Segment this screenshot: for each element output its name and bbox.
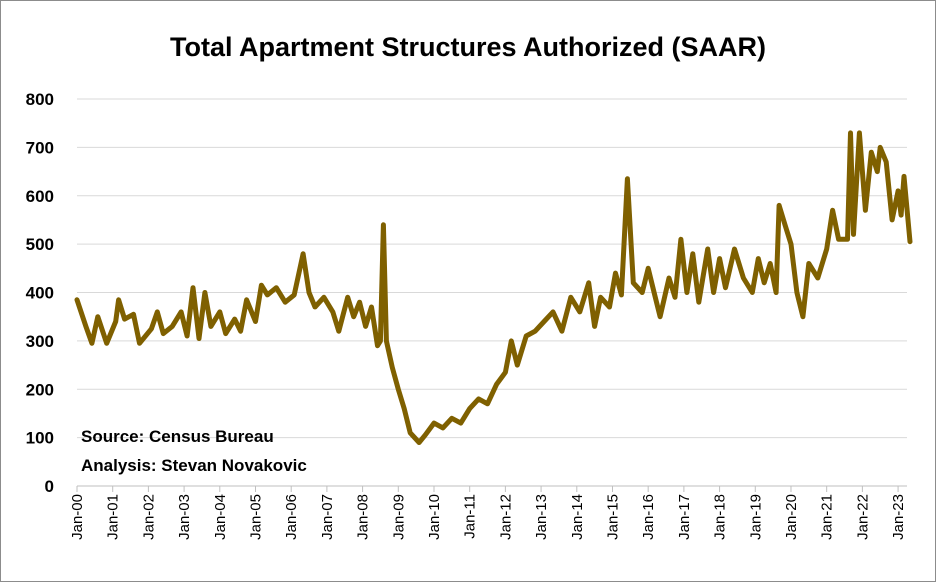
x-tick-label: Jan-15 (604, 494, 621, 540)
x-tick-label: Jan-22 (854, 494, 871, 540)
x-tick-label: Jan-01 (105, 494, 122, 540)
y-tick-label: 800 (26, 90, 54, 109)
y-tick-label: 400 (26, 284, 54, 303)
x-tick-label: Jan-13 (533, 494, 550, 540)
series-line (74, 130, 913, 445)
x-tick-label: Jan-04 (212, 494, 229, 540)
y-tick-label: 100 (26, 429, 54, 448)
y-tick-label: 0 (45, 477, 54, 496)
x-tick-label: Jan-08 (355, 494, 372, 540)
x-tick-label: Jan-00 (69, 494, 86, 540)
x-tick-label: Jan-17 (676, 494, 693, 540)
y-tick-label: 600 (26, 187, 54, 206)
y-tick-label: 700 (26, 138, 54, 157)
x-tick-label: Jan-14 (569, 494, 586, 540)
x-tick-label: Jan-05 (247, 494, 264, 540)
y-tick-label: 200 (26, 380, 54, 399)
x-tick-label: Jan-18 (712, 494, 729, 540)
x-tick-label: Jan-06 (283, 494, 300, 540)
annotation-analysis: Analysis: Stevan Novakovic (81, 456, 307, 475)
annotation-box: Source: Census Bureau Analysis: Stevan N… (81, 427, 307, 475)
x-tick-label: Jan-19 (747, 494, 764, 540)
y-axis-ticks: 0 100 200 300 400 500 600 700 800 (26, 90, 54, 496)
x-tick-label: Jan-02 (140, 494, 157, 540)
x-tick-label: Jan-10 (426, 494, 443, 540)
y-tick-label: 500 (26, 235, 54, 254)
chart-title: Total Apartment Structures Authorized (S… (170, 32, 766, 62)
x-tick-label: Jan-21 (819, 494, 836, 540)
x-tick-label: Jan-20 (783, 494, 800, 540)
x-tick-label: Jan-11 (462, 494, 479, 539)
x-tick-label: Jan-23 (890, 494, 907, 540)
x-tick-label: Jan-16 (640, 494, 657, 540)
x-tick-label: Jan-09 (390, 494, 407, 540)
x-tick-label: Jan-03 (176, 494, 193, 540)
gridlines (77, 98, 907, 439)
x-axis-ticks: Jan-00 Jan-01 Jan-02 Jan-03 Jan-04 Jan-05 Jan-… (69, 486, 907, 540)
y-tick-label: 300 (26, 332, 54, 351)
x-tick-label: Jan-12 (497, 494, 514, 540)
annotation-source: Source: Census Bureau (81, 427, 274, 446)
x-tick-label: Jan-07 (319, 494, 336, 540)
